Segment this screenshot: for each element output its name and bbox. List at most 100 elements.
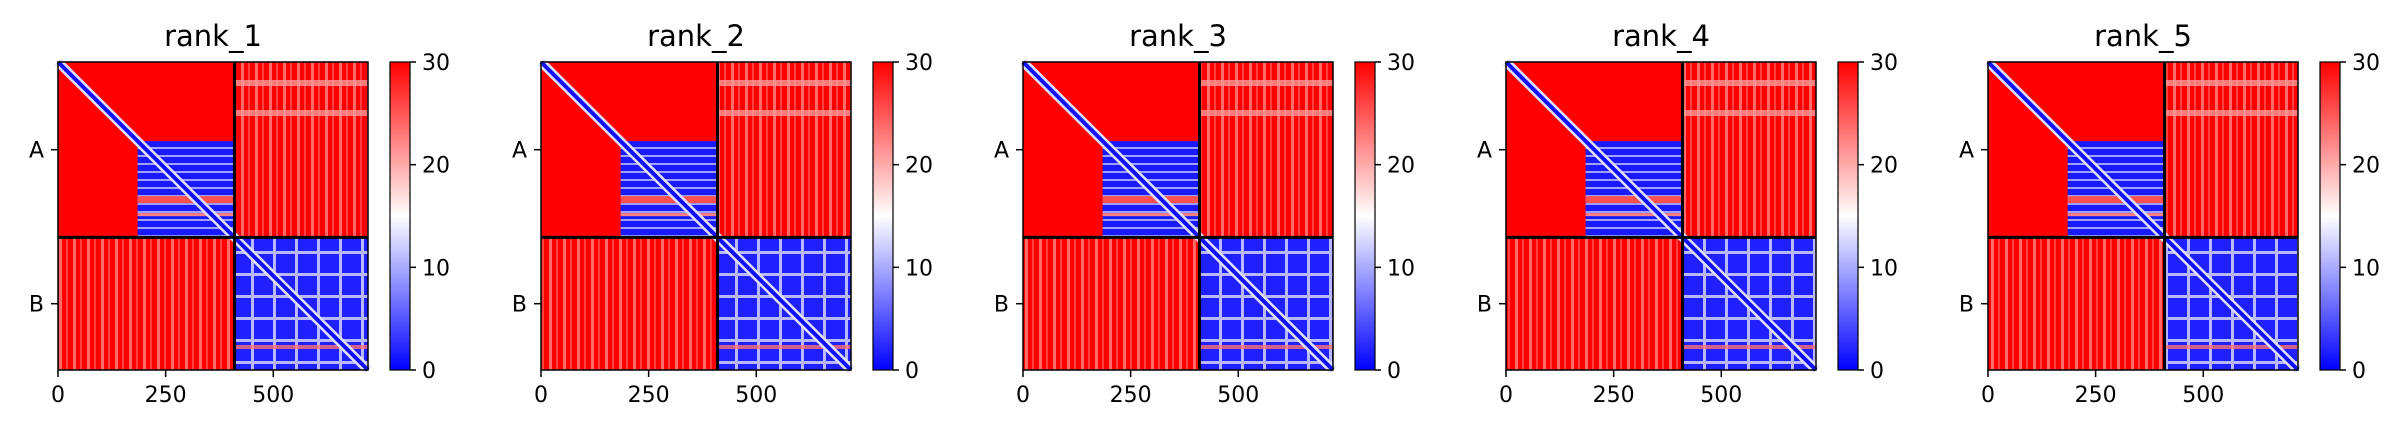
x-tick-label: 500 [1700, 383, 1742, 408]
axes-frame [540, 61, 852, 371]
x-tick-label: 0 [1499, 383, 1513, 408]
colorbar-tick-label: 0 [1870, 359, 1884, 384]
block-a-b [1199, 62, 1333, 238]
panel-title: rank_3 [1129, 19, 1227, 53]
colorbar-tick-label: 20 [1870, 154, 1898, 179]
diagonal [1986, 60, 2300, 372]
panel-title: rank_5 [2094, 19, 2192, 53]
band [717, 110, 851, 116]
band [234, 110, 368, 116]
red-line [234, 345, 368, 349]
panel-title: rank_1 [164, 19, 262, 53]
colorbar-tick-label: 0 [905, 359, 919, 384]
y-tick-label: B [994, 293, 1009, 318]
axes-frame [1987, 61, 2299, 371]
heatmap-panel-4: rank_4 A B 0 250 500 0 10 20 30 [1477, 19, 1898, 408]
colorbar-tick-label: 20 [1387, 154, 1415, 179]
block-b-a [1988, 237, 2165, 370]
red-line [1585, 196, 1683, 204]
axes-frame [57, 61, 369, 371]
colorbar-tick-label: 30 [422, 51, 450, 76]
colorbar-tick-label: 20 [422, 154, 450, 179]
block-a-b [234, 62, 368, 238]
heatmap-panel-2: rank_2 A B 0 250 500 0 10 20 30 [512, 19, 933, 408]
band [2164, 110, 2298, 116]
red-line [1102, 213, 1200, 217]
red-line [620, 196, 718, 204]
band [234, 80, 368, 86]
y-tick-label: A [512, 139, 527, 164]
colorbar-tick-label: 0 [2352, 359, 2366, 384]
colorbar-tick-label: 0 [422, 359, 436, 384]
x-tick-label: 500 [252, 383, 294, 408]
heatmap-panel-3: rank_3 A B 0 250 500 0 10 20 30 [994, 19, 1415, 408]
band [1199, 110, 1333, 116]
diagonal [56, 60, 370, 372]
x-tick-label: 0 [534, 383, 548, 408]
colorbar-tick-label: 10 [1387, 256, 1415, 281]
heatmap-panel-1: rank_1 A B 0 250 500 0 10 20 30 [29, 19, 450, 408]
panel-title: rank_4 [1612, 19, 1710, 53]
colorbar-tick-label: 10 [905, 256, 933, 281]
block-b-a [1023, 237, 1200, 370]
y-tick-label: B [512, 293, 527, 318]
x-tick-label: 250 [1593, 383, 1635, 408]
x-tick-label: 250 [2075, 383, 2117, 408]
red-line [137, 213, 235, 217]
colorbar-tick-label: 20 [2352, 154, 2380, 179]
axes-frame [1022, 61, 1334, 371]
y-tick-label: A [1959, 139, 1974, 164]
band [1682, 110, 1816, 116]
heatmap-panel-5: rank_5 A B 0 250 500 0 10 20 30 [1959, 19, 2380, 408]
colorbar-tick-label: 10 [1870, 256, 1898, 281]
band [717, 80, 851, 86]
x-tick-label: 0 [51, 383, 65, 408]
y-tick-label: A [29, 139, 44, 164]
diagonal [1021, 60, 1335, 372]
panel-title: rank_2 [647, 19, 745, 53]
y-tick-label: B [29, 293, 44, 318]
colorbar [2319, 61, 2341, 371]
x-tick-label: 250 [628, 383, 670, 408]
band [1682, 80, 1816, 86]
red-line [717, 345, 851, 349]
colorbar [1837, 61, 1859, 371]
colorbar [872, 61, 894, 371]
diagonal [539, 60, 853, 372]
red-line [1102, 196, 1200, 204]
x-tick-label: 250 [145, 383, 187, 408]
red-line [1199, 345, 1333, 349]
block-a-b [2164, 62, 2298, 238]
colorbar-tick-label: 10 [422, 256, 450, 281]
x-tick-label: 500 [1217, 383, 1259, 408]
red-line [1585, 213, 1683, 217]
colorbar [1354, 61, 1376, 371]
colorbar-tick-label: 30 [2352, 51, 2380, 76]
axes-frame [1505, 61, 1817, 371]
band [1199, 80, 1333, 86]
block-b-a [58, 237, 235, 370]
y-tick-label: B [1477, 293, 1492, 318]
colorbar-tick-label: 30 [905, 51, 933, 76]
red-line [2164, 345, 2298, 349]
x-tick-label: 500 [735, 383, 777, 408]
colorbar-tick-label: 0 [1387, 359, 1401, 384]
block-b-a [1506, 237, 1683, 370]
red-line [2067, 213, 2165, 217]
y-tick-label: A [1477, 139, 1492, 164]
x-tick-label: 0 [1981, 383, 1995, 408]
colorbar-tick-label: 20 [905, 154, 933, 179]
y-tick-label: A [994, 139, 1009, 164]
red-line [1682, 345, 1816, 349]
x-tick-label: 0 [1016, 383, 1030, 408]
colorbar-tick-label: 10 [2352, 256, 2380, 281]
block-a-b [717, 62, 851, 238]
red-line [137, 196, 235, 204]
diagonal [1504, 60, 1818, 372]
red-line [620, 213, 718, 217]
colorbar [389, 61, 411, 371]
block-a-b [1682, 62, 1816, 238]
colorbar-tick-label: 30 [1870, 51, 1898, 76]
block-b-a [541, 237, 718, 370]
